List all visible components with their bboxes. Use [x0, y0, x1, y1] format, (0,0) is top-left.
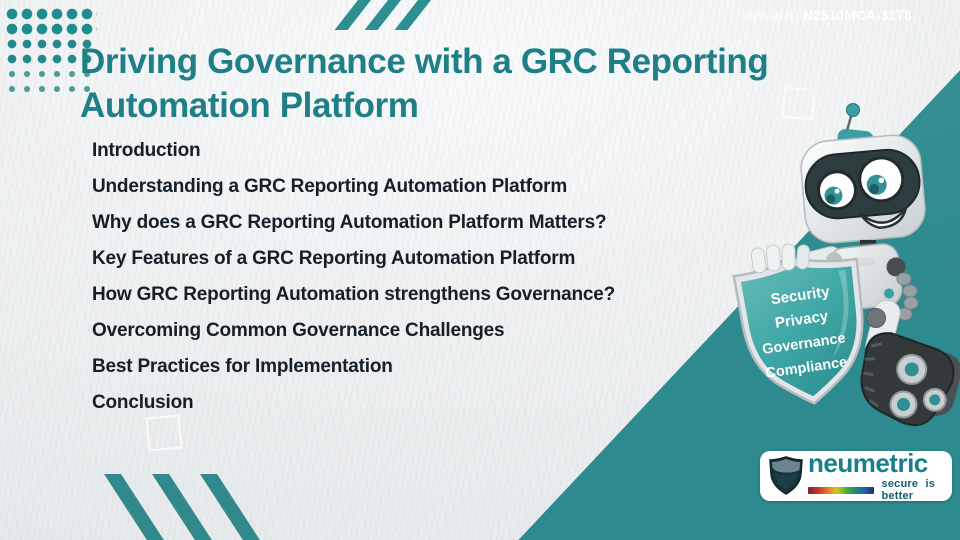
- brand-logo: neumetric secure is better: [760, 448, 952, 502]
- agenda-item: Conclusion: [92, 392, 194, 413]
- agenda-list: Introduction Understanding a GRC Reporti…: [92, 133, 615, 421]
- article-id: Article ID N2510MCA-3178: [640, 8, 912, 23]
- agenda-item: Key Features of a GRC Reporting Automati…: [92, 248, 576, 269]
- logo-brand-name: neumetric: [808, 448, 928, 478]
- logo-tagline: secure is better: [881, 478, 936, 502]
- agenda-item: Why does a GRC Reporting Automation Plat…: [92, 212, 607, 233]
- article-id-value: N2510MCA-3178: [803, 8, 912, 23]
- dot-row-small: [5, 66, 97, 96]
- robot-mascot-icon: Security Privacy Governance Compliance: [732, 103, 960, 426]
- logo-rainbow-bar: [808, 486, 874, 494]
- article-id-label: Article ID: [744, 8, 800, 23]
- agenda-item: How GRC Reporting Automation strengthens…: [92, 284, 616, 305]
- agenda-item: Introduction: [92, 140, 201, 161]
- agenda-item: Best Practices for Implementation: [92, 356, 393, 377]
- logo-shield-icon: [769, 456, 803, 495]
- slide-title: Driving Governance with a GRC Reporting …: [80, 42, 769, 125]
- dot-row-large: [5, 6, 97, 36]
- agenda-item: Overcoming Common Governance Challenges: [92, 320, 505, 341]
- dot-grid-decoration: [5, 6, 97, 96]
- agenda-item: Understanding a GRC Reporting Automation…: [92, 176, 568, 197]
- dot-row-medium: [5, 36, 97, 66]
